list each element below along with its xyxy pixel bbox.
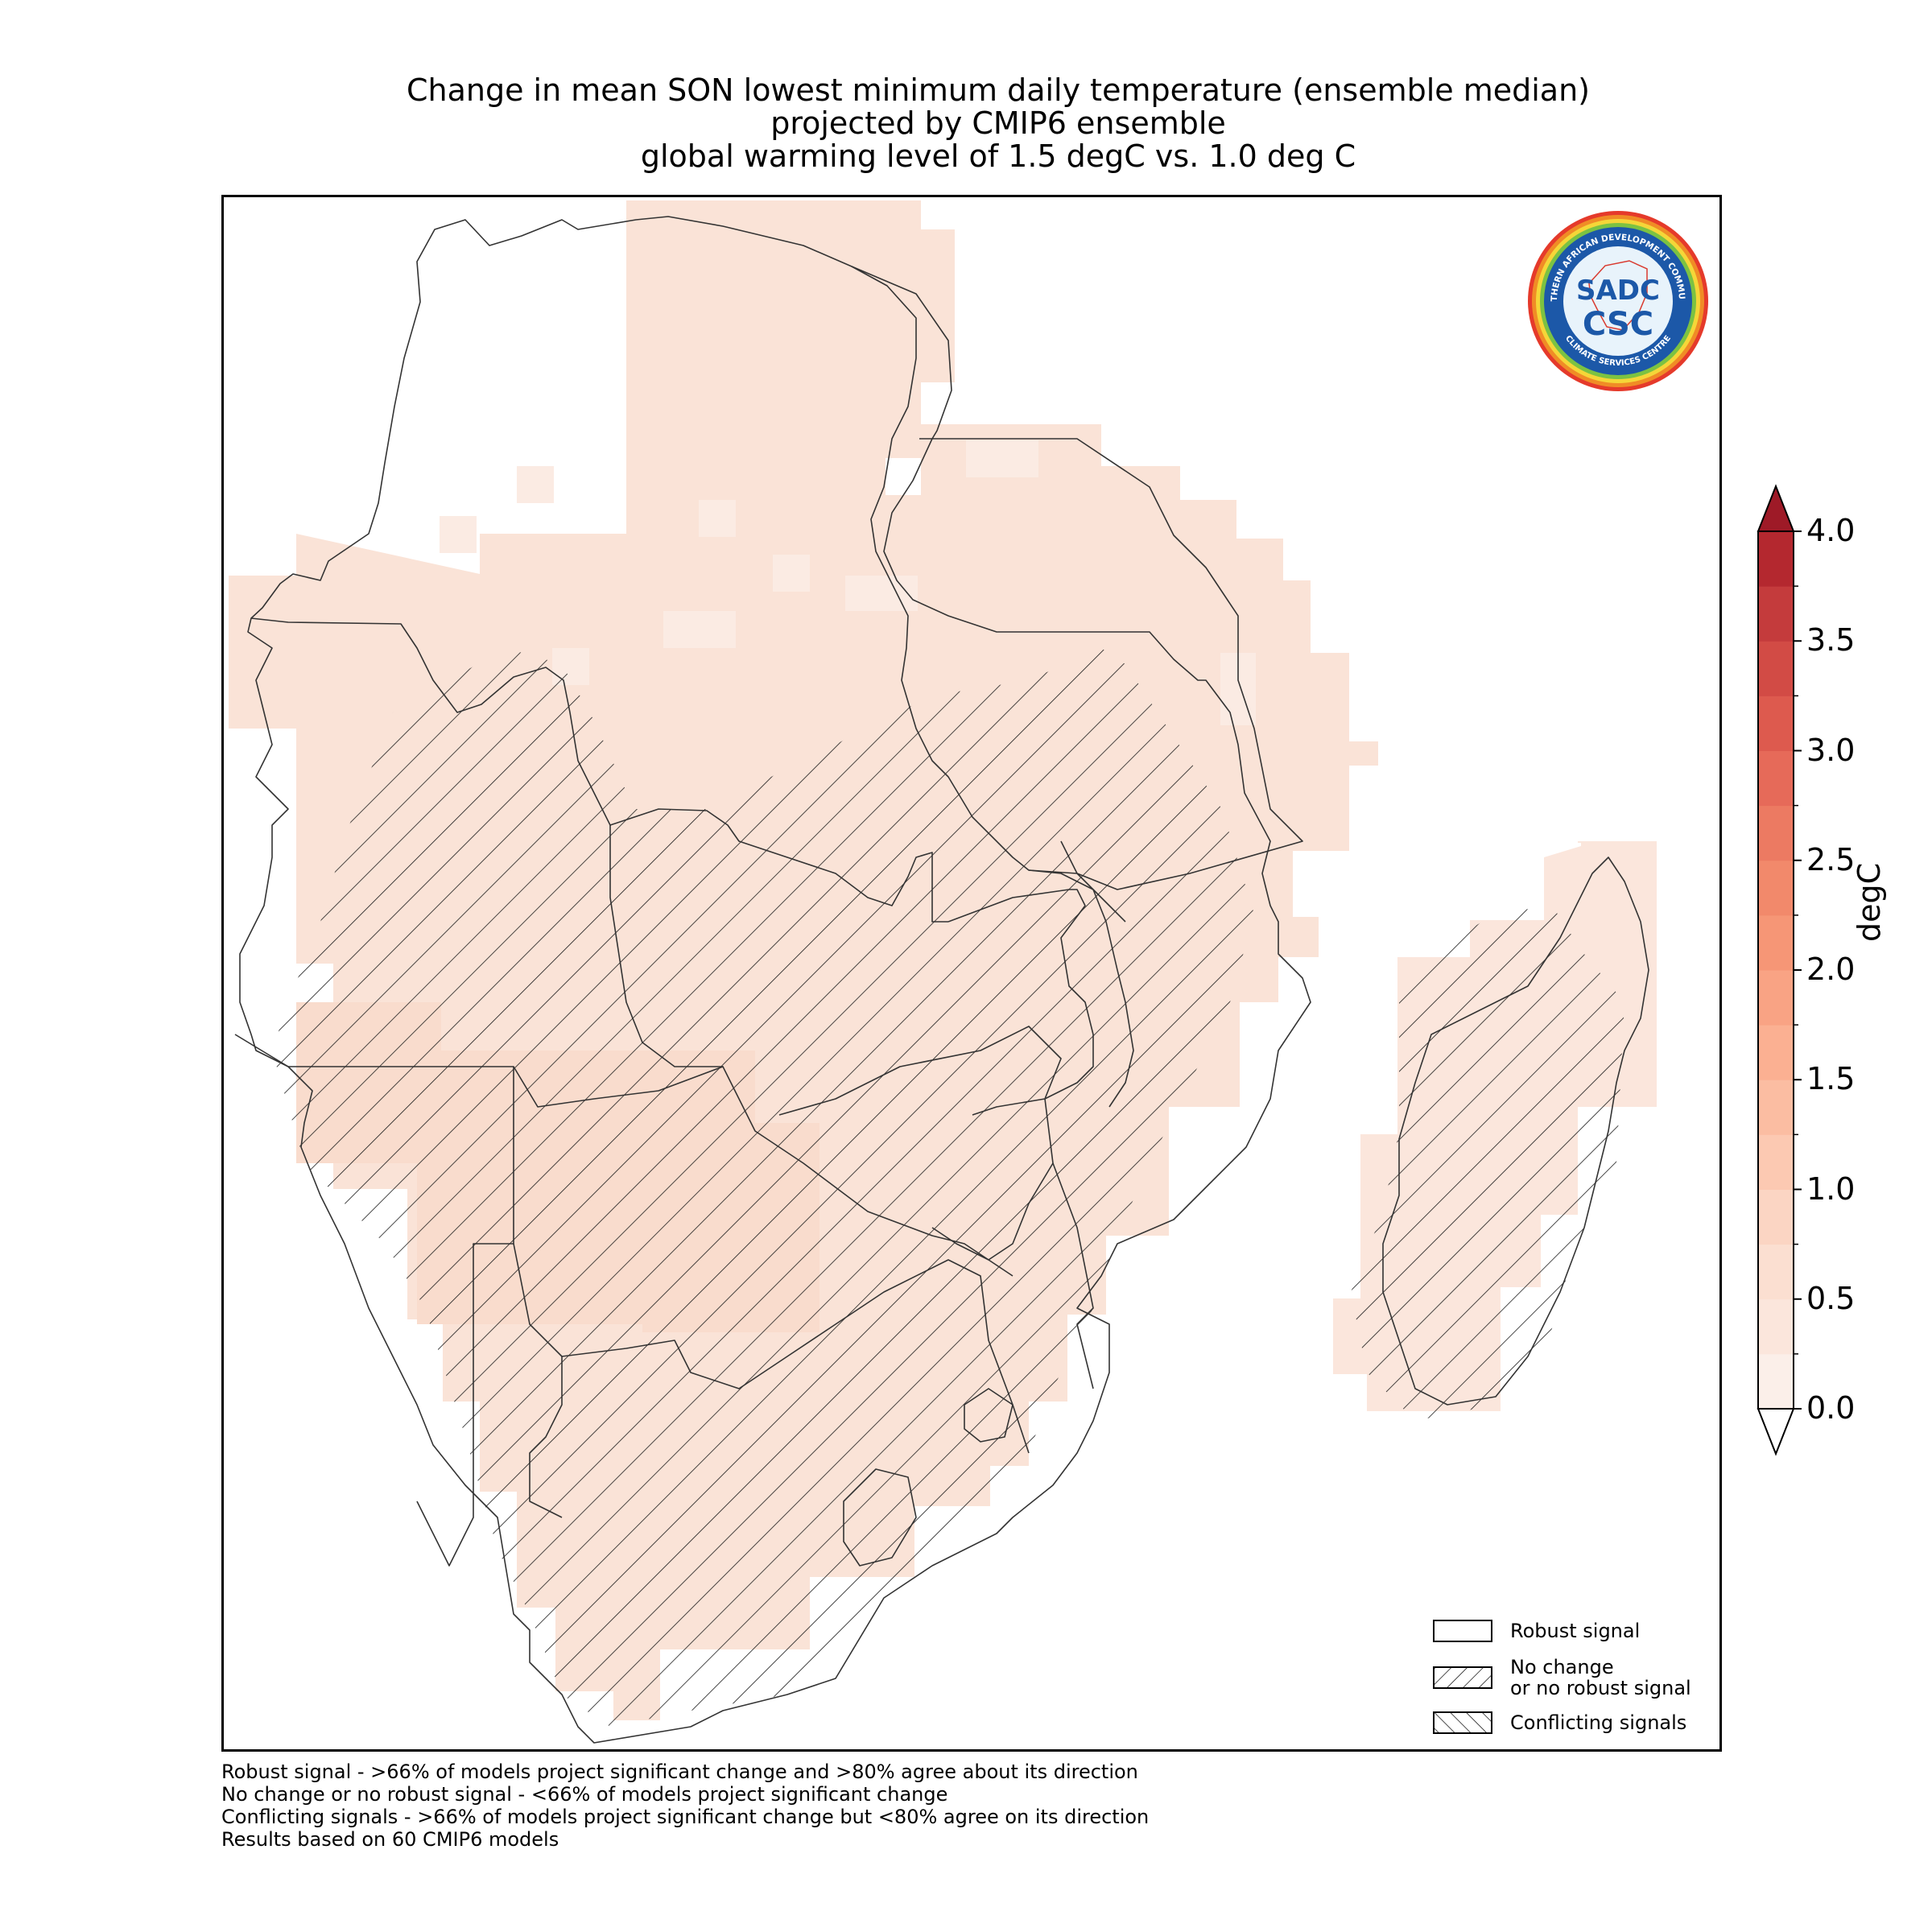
- colorbar-bin: [1758, 531, 1794, 587]
- border-tanzania: [919, 438, 1303, 890]
- border-namibia-botswana: [416, 1067, 514, 1567]
- sadc-csc-logo: SOUTHERN AFRICAN DEVELOPMENT COMMUNITY C…: [1526, 209, 1708, 391]
- footnote-1: Robust signal - >66% of models project s…: [221, 1761, 1138, 1783]
- cool-cell-8: [966, 440, 1038, 477]
- footnote-4: Results based on 60 CMIP6 models: [221, 1828, 559, 1851]
- colorbar-bin: [1758, 1134, 1794, 1190]
- colorbar-bin: [1758, 1080, 1794, 1135]
- cool-cell-2: [440, 516, 477, 553]
- legend-swatch-no-change: [1433, 1666, 1492, 1689]
- legend-item-no-change: No change or no robust signal: [1433, 1657, 1691, 1699]
- colorbar-bin: [1758, 750, 1794, 807]
- border-zambia-east: [947, 889, 1094, 1116]
- colorbar-extend-max: [1757, 484, 1795, 532]
- border-angola-zambia: [234, 1034, 1013, 1277]
- colorbar-bin: [1758, 641, 1794, 696]
- colorbar-bin: [1758, 1353, 1794, 1410]
- title-line-1: Change in mean SON lowest minimum daily …: [406, 72, 1591, 108]
- colorbar-tick-label: 1.5: [1806, 1061, 1856, 1097]
- colorbar-label: degC: [1852, 862, 1887, 942]
- colorbar-bin: [1758, 914, 1794, 971]
- country-borders: [234, 216, 1649, 1744]
- colorbar-bin: [1758, 586, 1794, 642]
- border-eswatini: [964, 1388, 1013, 1443]
- map-panel: [221, 195, 1722, 1752]
- colorbar-bin: [1758, 1298, 1794, 1355]
- colorbar-tick-label: 1.0: [1806, 1170, 1856, 1207]
- colorbar-bin: [1758, 1025, 1794, 1080]
- logo-csc-text: CSC: [1583, 306, 1653, 343]
- white-gap-1: [886, 458, 921, 495]
- logo-sadc-text: SADC: [1576, 275, 1660, 307]
- legend-swatch-conflicting: [1433, 1711, 1492, 1734]
- legend-label-conflicting: Conflicting signals: [1510, 1711, 1687, 1734]
- legend-label-no-change: No change or no robust signal: [1510, 1656, 1691, 1699]
- border-south-africa-north: [529, 1356, 563, 1518]
- legend-item-robust: Robust signal: [1433, 1620, 1640, 1642]
- map-canvas: [229, 200, 1657, 1744]
- border-mozambique-west: [1052, 1162, 1094, 1389]
- title-line-2: projected by CMIP6 ensemble: [770, 105, 1226, 141]
- cool-cell-4: [773, 555, 810, 592]
- colorbar-tick-label: 3.0: [1806, 732, 1856, 768]
- border-botswana-south: [513, 1243, 1030, 1454]
- border-zambia-west: [609, 825, 723, 1067]
- border-zimbabwe: [778, 1026, 1062, 1261]
- colorbar-tick-label: 3.5: [1806, 622, 1856, 658]
- colorbar-extend-min: [1757, 1408, 1795, 1456]
- border-malawi: [1028, 869, 1134, 1108]
- legend-label-robust: Robust signal: [1510, 1620, 1641, 1642]
- colorbar-bin: [1758, 970, 1794, 1026]
- cool-cell-1: [517, 466, 554, 503]
- coastline-madagascar: [1382, 857, 1649, 1406]
- colorbar-bin: [1758, 1189, 1794, 1245]
- colorbar-tick-label: 0.5: [1806, 1280, 1856, 1316]
- no-robust-signal-hatching: [272, 648, 1624, 1727]
- colorbar-bin: [1758, 696, 1794, 751]
- colorbar-tick-label: 0.0: [1806, 1390, 1856, 1426]
- chart-title: Change in mean SON lowest minimum daily …: [193, 74, 1803, 173]
- border-drc-east: [851, 266, 1126, 923]
- colorbar-tick-label: 2.5: [1806, 841, 1856, 877]
- coastline-mainland: [239, 216, 1311, 1744]
- colorbar-bin: [1758, 860, 1794, 916]
- colorbar: [1757, 484, 1802, 1456]
- cool-cell-5: [845, 576, 918, 611]
- colorbar-bin: [1758, 1244, 1794, 1300]
- cool-cell-6: [663, 611, 736, 648]
- border-lesotho: [843, 1468, 917, 1567]
- colorbar-tick-label: 2.0: [1806, 952, 1856, 987]
- legend-swatch-robust: [1433, 1620, 1492, 1642]
- footnotes: Robust signal - >66% of models project s…: [221, 1761, 1149, 1851]
- title-line-3: global warming level of 1.5 degC vs. 1.0…: [640, 138, 1356, 174]
- footnote-3: Conflicting signals - >66% of models pro…: [221, 1806, 1150, 1828]
- cool-cell-3: [699, 500, 736, 537]
- colorbar-tick-label: 4.0: [1806, 513, 1856, 548]
- footnote-2: No change or no robust signal - <66% of …: [221, 1783, 948, 1806]
- legend-item-conflicting: Conflicting signals: [1433, 1711, 1686, 1734]
- colorbar-bin: [1758, 805, 1794, 861]
